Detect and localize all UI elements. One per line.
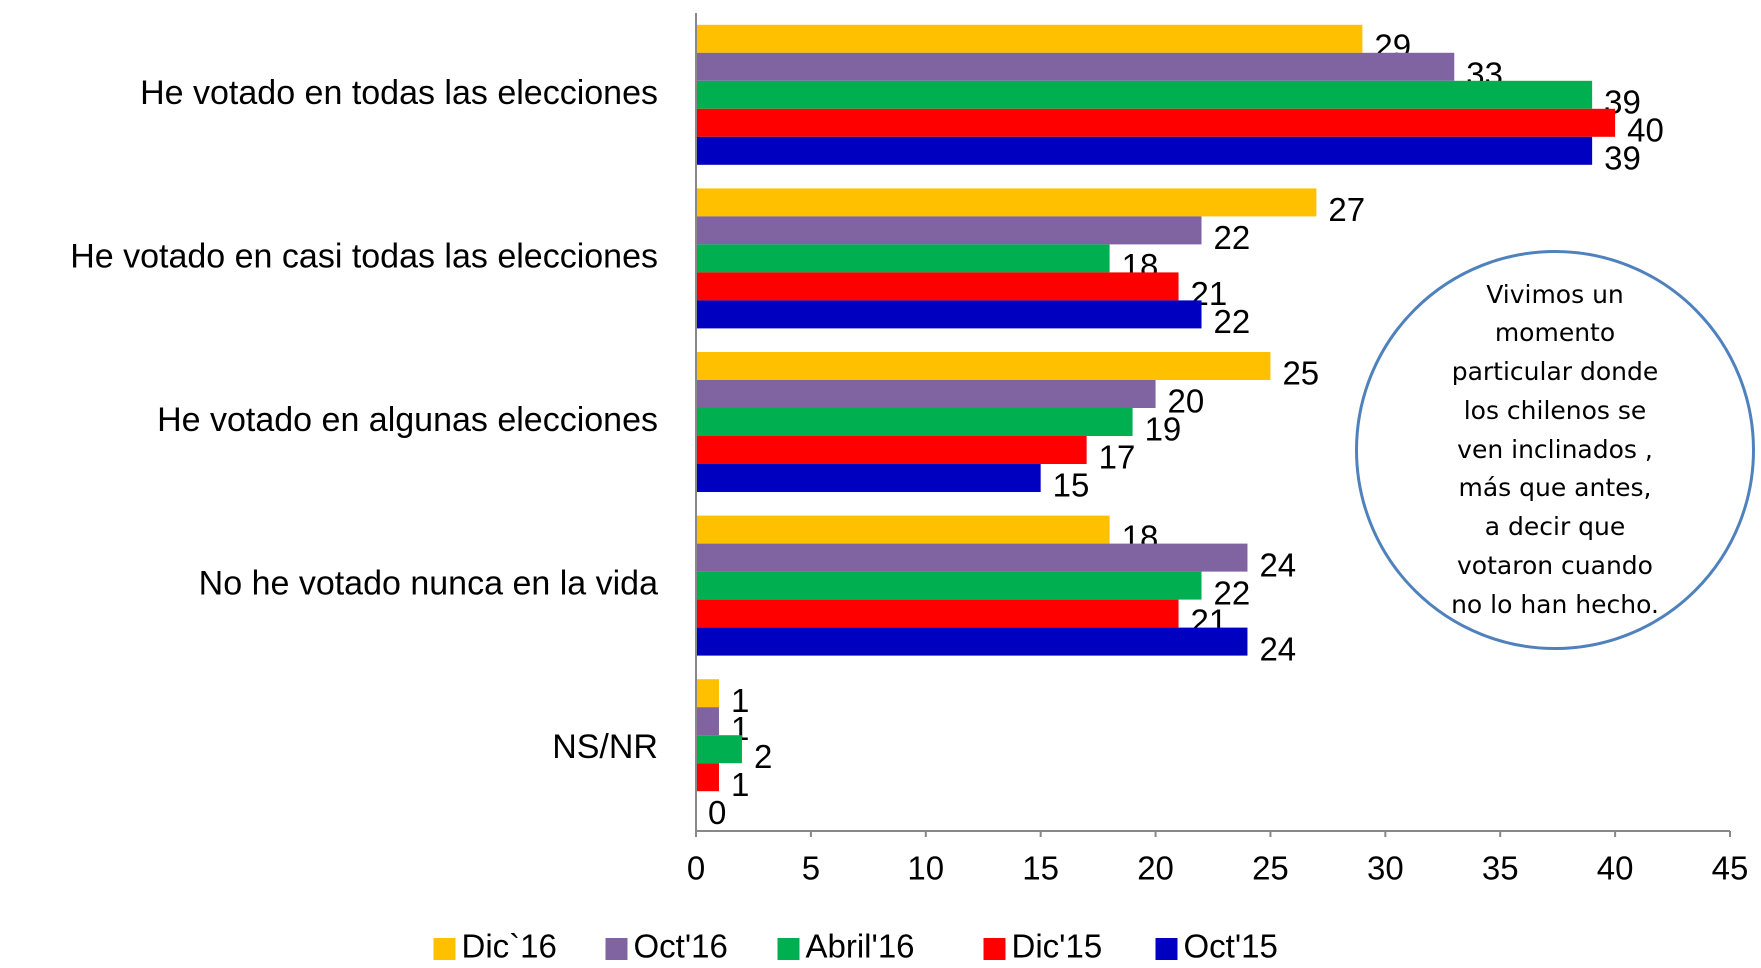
bar — [696, 408, 1133, 436]
bar — [696, 272, 1179, 300]
category-label: He votado en todas las elecciones — [140, 74, 658, 112]
bar — [696, 300, 1202, 328]
data-label: 22 — [1214, 219, 1251, 256]
legend-label: Oct'15 — [1184, 928, 1278, 965]
bar — [696, 109, 1615, 137]
data-label: 39 — [1604, 140, 1641, 177]
x-tick-label: 35 — [1482, 850, 1519, 887]
legend-label: Dic'15 — [1012, 928, 1103, 965]
bar — [696, 188, 1316, 216]
bar — [696, 137, 1592, 165]
annotation: Vivimos un momento particular donde los … — [1355, 250, 1755, 650]
bar — [696, 464, 1041, 492]
bar — [696, 216, 1202, 244]
bar — [696, 707, 719, 735]
x-tick-label: 40 — [1597, 850, 1634, 887]
x-tick-label: 30 — [1367, 850, 1404, 887]
legend-swatch — [606, 938, 628, 960]
bar — [696, 25, 1362, 53]
bar — [696, 244, 1110, 272]
legend-label: Oct'16 — [634, 928, 728, 965]
bar — [696, 380, 1156, 408]
bar — [696, 735, 742, 763]
data-label: 15 — [1053, 467, 1090, 504]
bar — [696, 679, 719, 707]
data-label: 1 — [731, 766, 749, 803]
bar — [696, 352, 1270, 380]
x-tick-label: 5 — [802, 850, 820, 887]
legend-label: Dic`16 — [462, 928, 557, 965]
x-tick-label: 10 — [907, 850, 944, 887]
legend-swatch — [1156, 938, 1178, 960]
bar — [696, 53, 1454, 81]
data-label: 24 — [1259, 630, 1296, 667]
category-label: He votado en algunas elecciones — [157, 401, 658, 439]
legend-label: Abril'16 — [806, 928, 915, 965]
legend-swatch — [778, 938, 800, 960]
category-label: No he votado nunca en la vida — [199, 565, 658, 603]
data-label: 24 — [1259, 546, 1296, 583]
x-tick-label: 45 — [1712, 850, 1749, 887]
bar — [696, 600, 1179, 628]
bar — [696, 516, 1110, 544]
bar — [696, 81, 1592, 109]
category-label: NS/NR — [552, 728, 658, 766]
data-label: 2 — [754, 738, 772, 775]
legend-swatch — [984, 938, 1006, 960]
bar — [696, 436, 1087, 464]
data-label: 19 — [1145, 411, 1182, 448]
bar — [696, 572, 1202, 600]
data-label: 25 — [1282, 355, 1319, 392]
bar — [696, 544, 1247, 572]
data-label: 27 — [1328, 191, 1365, 228]
x-tick-label: 0 — [687, 850, 705, 887]
x-tick-label: 15 — [1022, 850, 1059, 887]
category-label: He votado en casi todas las elecciones — [70, 237, 658, 275]
x-tick-label: 25 — [1252, 850, 1289, 887]
data-label: 22 — [1214, 303, 1251, 340]
page: He votado en todas las elecciones2933394… — [0, 0, 1761, 968]
legend-swatch — [434, 938, 456, 960]
data-label: 17 — [1099, 439, 1136, 476]
bar — [696, 628, 1247, 656]
data-label: 0 — [708, 794, 726, 831]
bar — [696, 763, 719, 791]
x-tick-label: 20 — [1137, 850, 1174, 887]
